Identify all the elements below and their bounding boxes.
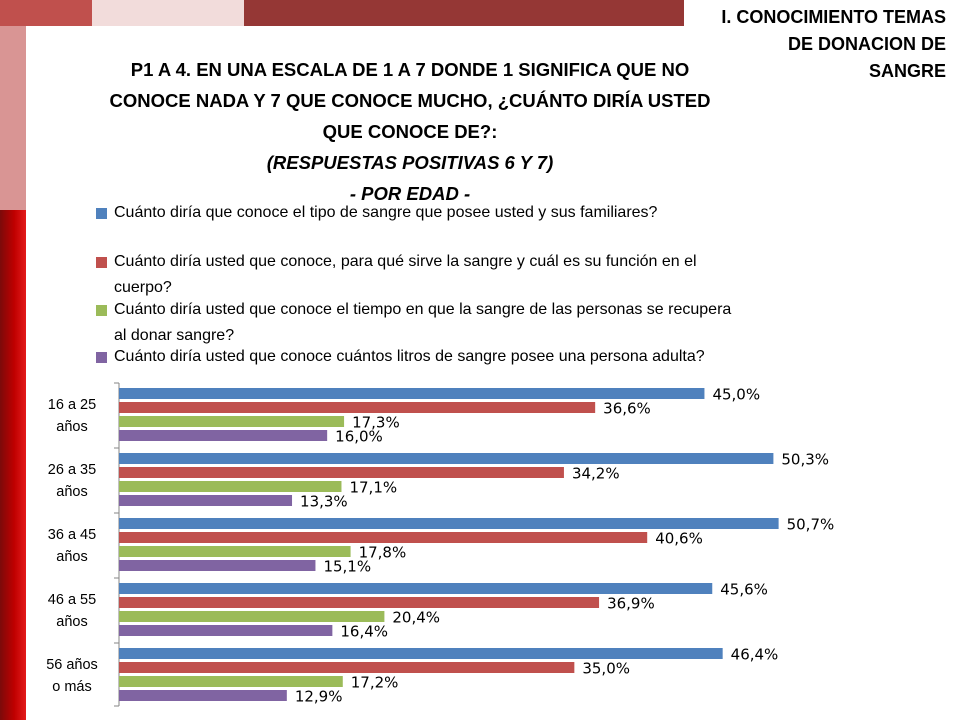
bar [119,583,713,594]
data-label: 45,0% [712,386,760,404]
legend-label: Cuánto diría usted que conoce el tiempo … [114,301,732,318]
y-tick-label: 46 a 55 [48,592,96,608]
data-label: 36,9% [607,595,655,613]
bar [119,388,705,399]
data-label: 45,6% [720,581,768,599]
legend-item-series-4: Cuánto diría usted que conoce cuántos li… [96,344,876,370]
legend-item-series-2: Cuánto diría usted que conoce, para qué … [96,249,876,301]
legend-label-cont: cuerpo? [114,279,172,296]
data-label: 16,0% [335,428,383,446]
data-label: 13,3% [300,493,348,511]
y-tick-label: 36 a 45 [48,527,96,543]
section-title-line: SANGRE [868,61,946,81]
y-tick-label: años [56,484,87,500]
bar [119,597,600,608]
bar [119,611,385,622]
legend-swatch-purple [96,352,107,363]
side-accent-pink [0,26,26,210]
y-tick-label: años [56,614,87,630]
chart-title-line: CONOCE NADA Y 7 QUE CONOCE MUCHO, ¿CUÁNT… [109,90,711,111]
bar [119,546,351,557]
data-label: 15,1% [323,558,371,576]
bar [119,560,316,571]
data-label: 17,8% [359,544,407,562]
data-label: 46,4% [731,646,779,664]
legend-item-series-1: Cuánto diría que conoce el tipo de sangr… [96,200,876,226]
data-label: 34,2% [572,465,620,483]
data-label: 12,9% [295,688,343,706]
data-label: 17,3% [352,414,400,432]
bar [119,532,648,543]
bar [119,430,328,441]
data-label: 17,1% [349,479,397,497]
legend-label: Cuánto diría usted que conoce, para qué … [114,253,697,270]
legend-item-series-3: Cuánto diría usted que conoce el tiempo … [96,297,876,349]
bar [119,481,342,492]
data-label: 36,6% [603,400,651,418]
legend-label: Cuánto diría que conoce el tipo de sangr… [114,204,658,221]
data-label: 40,6% [655,530,703,548]
y-tick-label: 56 años [46,657,98,673]
legend-swatch-green [96,305,107,316]
chart-title-line: QUE CONOCE DE?: [322,121,498,142]
data-label: 20,4% [392,609,440,627]
chart-title-line: P1 A 4. EN UNA ESCALA DE 1 A 7 DONDE 1 S… [130,59,690,80]
bar [119,453,774,464]
legend-swatch-blue [96,208,107,219]
legend-label-cont: al donar sangre? [114,327,235,344]
top-accent-bar-dark [244,0,684,26]
y-tick-label: 16 a 25 [48,397,96,413]
bar [119,662,575,673]
y-tick-label: o más [52,679,92,695]
data-label: 50,3% [781,451,829,469]
bar [119,690,287,701]
section-title: I. CONOCIMIENTO TEMAS DE DONACION DE SAN… [676,4,946,85]
y-tick-label: años [56,549,87,565]
section-title-line: DE DONACION DE [787,34,946,54]
data-label: 50,7% [787,516,835,534]
bar [119,402,596,413]
top-accent-bar [0,0,92,26]
data-label: 35,0% [582,660,630,678]
chart-subtitle: (RESPUESTAS POSITIVAS 6 Y 7) [266,152,554,173]
y-tick-label: años [56,419,87,435]
bar [119,518,779,529]
section-title-line: I. CONOCIMIENTO TEMAS [721,7,946,27]
bar [119,467,564,478]
legend-label: Cuánto diría usted que conoce cuántos li… [114,348,705,365]
chart-title: P1 A 4. EN UNA ESCALA DE 1 A 7 DONDE 1 S… [60,54,760,209]
bar [119,676,343,687]
y-tick-label: 26 a 35 [48,462,96,478]
bar [119,625,333,636]
top-accent-bar-light [92,0,244,26]
legend-swatch-red [96,257,107,268]
chart-subtitle-age: - POR EDAD - [349,183,471,204]
bar [119,648,723,659]
side-accent-red [0,210,26,720]
bar [119,416,345,427]
data-label: 17,2% [351,674,399,692]
data-label: 16,4% [340,623,388,641]
bar [119,495,293,506]
